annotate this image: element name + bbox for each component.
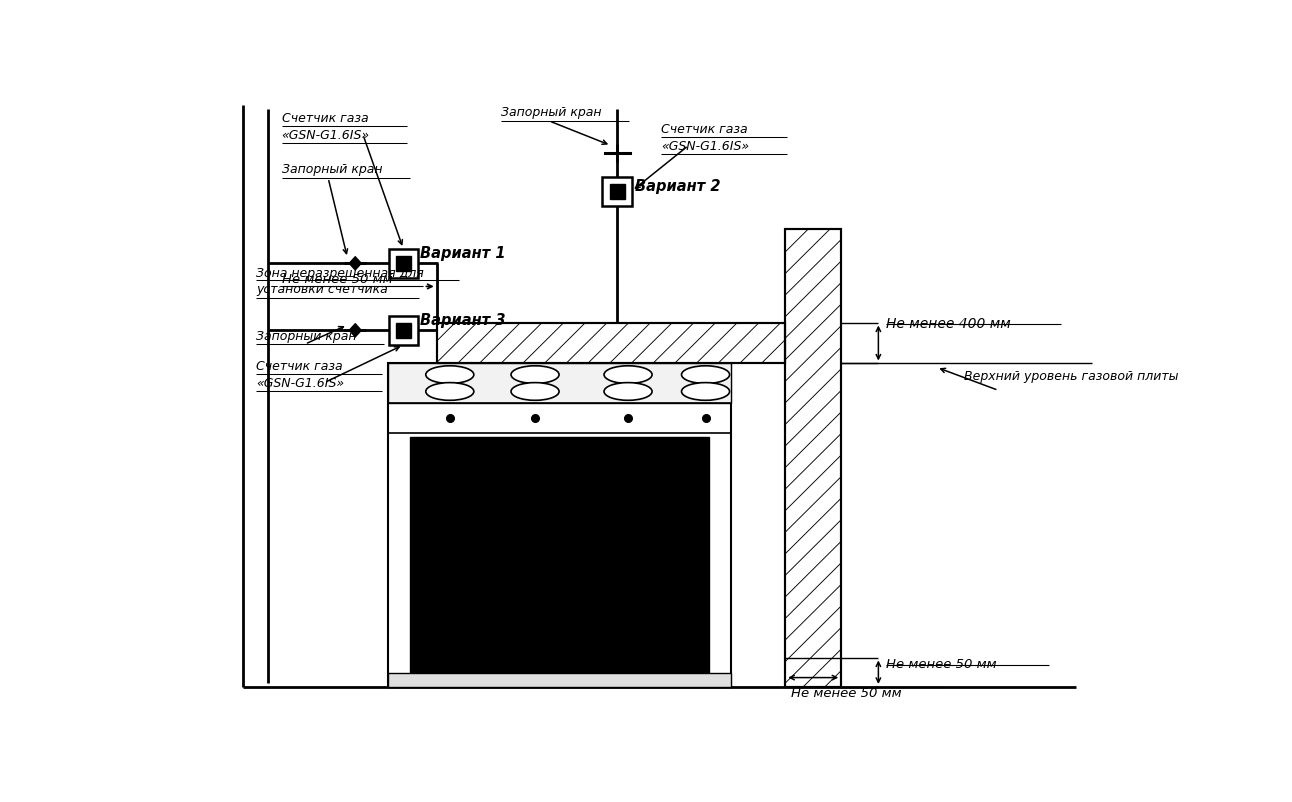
Ellipse shape <box>605 366 652 383</box>
Text: Верхний уровень газовой плиты: Верхний уровень газовой плиты <box>964 370 1178 383</box>
Text: Запорный кран: Запорный кран <box>282 164 382 176</box>
Text: «GSN-G1.6IS»: «GSN-G1.6IS» <box>662 140 749 153</box>
Text: Вариант 1: Вариант 1 <box>420 246 506 261</box>
Text: Не менее 50 мм: Не менее 50 мм <box>886 658 996 671</box>
Bar <box>786 229 841 687</box>
Bar <box>395 256 411 271</box>
Ellipse shape <box>426 383 474 400</box>
Text: Зона неразрешенная для: Зона неразрешенная для <box>256 266 424 280</box>
Polygon shape <box>349 257 362 270</box>
Bar <box>437 322 786 363</box>
Bar <box>388 673 731 687</box>
Text: «GSN-G1.6IS»: «GSN-G1.6IS» <box>256 378 344 391</box>
Ellipse shape <box>681 383 730 400</box>
Bar <box>610 184 625 200</box>
Text: Вариант 2: Вариант 2 <box>636 179 721 194</box>
Text: Счетчик газа: Счетчик газа <box>282 112 368 125</box>
Bar <box>388 363 731 403</box>
Text: Не менее 50 мм: Не менее 50 мм <box>282 273 393 286</box>
Bar <box>395 322 411 338</box>
Text: установки счетчика: установки счетчика <box>256 283 388 297</box>
Ellipse shape <box>512 366 559 383</box>
Bar <box>410 436 709 673</box>
Polygon shape <box>349 323 362 337</box>
Text: Не менее 400 мм: Не менее 400 мм <box>886 317 1010 330</box>
Bar <box>389 249 419 278</box>
Bar <box>388 363 731 687</box>
Ellipse shape <box>681 366 730 383</box>
Text: Запорный кран: Запорный кран <box>501 107 602 119</box>
Text: Счетчик газа: Счетчик газа <box>662 124 748 136</box>
Bar <box>786 229 841 687</box>
Text: «GSN-G1.6IS»: «GSN-G1.6IS» <box>282 129 370 143</box>
Bar <box>389 316 419 345</box>
Text: Вариант 3: Вариант 3 <box>420 313 506 328</box>
Ellipse shape <box>512 383 559 400</box>
Ellipse shape <box>605 383 652 400</box>
Bar <box>602 177 632 206</box>
Text: Запорный кран: Запорный кран <box>256 330 357 342</box>
Bar <box>437 322 786 363</box>
Ellipse shape <box>426 366 474 383</box>
Text: Счетчик газа: Счетчик газа <box>256 360 342 374</box>
Text: Не менее 50 мм: Не менее 50 мм <box>791 687 902 700</box>
